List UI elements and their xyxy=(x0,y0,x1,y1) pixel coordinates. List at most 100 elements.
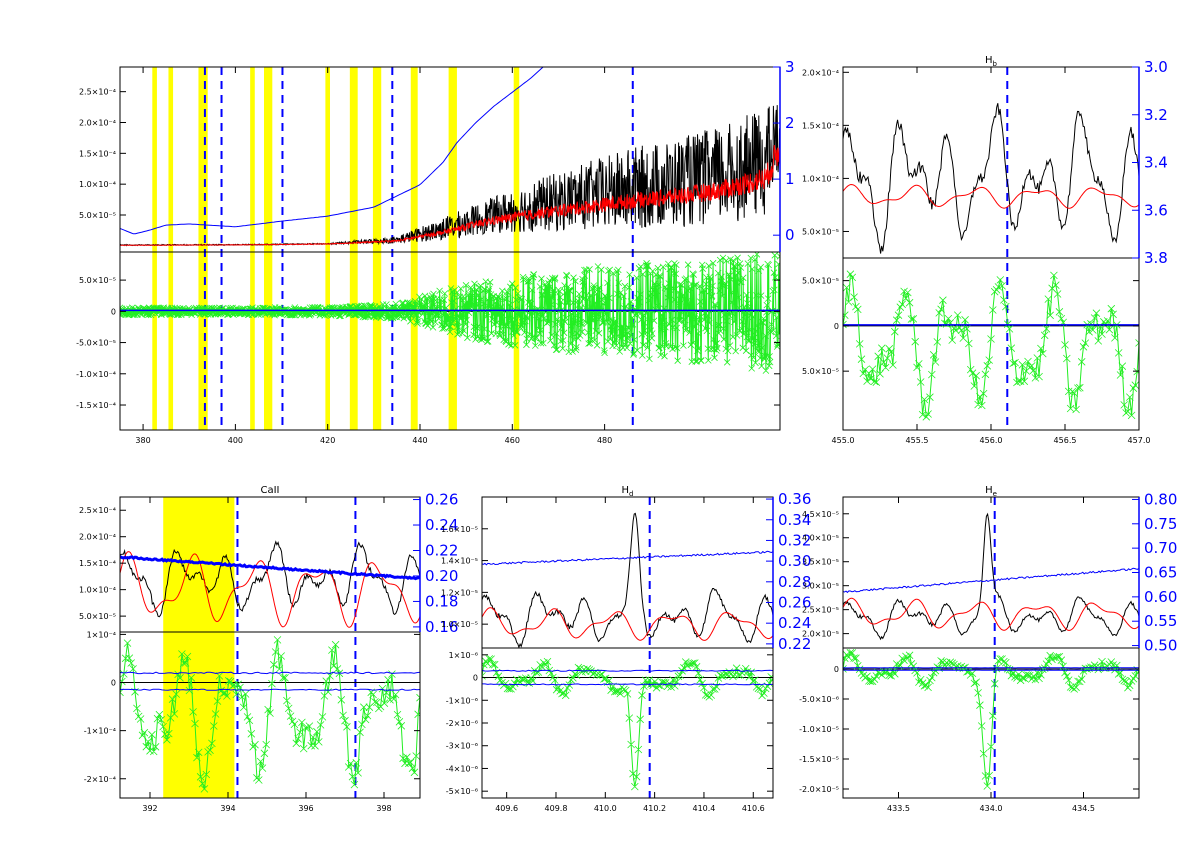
y-tick-label-top-hb-2: 1.5×10⁻⁴ xyxy=(802,121,839,130)
panel-title-main: H xyxy=(985,55,993,66)
right-tick-label-hb-4: 3.8 xyxy=(1144,249,1168,267)
right-tick-label-hd-2: 0.26 xyxy=(778,593,811,611)
panel-title-main: CaII xyxy=(260,485,279,496)
x-tick-label-caii-1: 394 xyxy=(220,804,235,813)
mask-band-8 xyxy=(410,67,418,430)
y-tick-label-bot-hb-0: 5.0×10⁻⁵ xyxy=(802,277,839,286)
y-tick-label-bot-caii-0: 1×10⁻⁴ xyxy=(87,630,116,639)
model-line-hb xyxy=(843,183,1139,209)
right-tick-label-hb-3: 3.6 xyxy=(1144,201,1168,219)
panel-title-main: H xyxy=(622,485,630,496)
error-band-caii-0 xyxy=(120,671,420,675)
y-tick-label-bot-caii-3: -2×10⁻⁴ xyxy=(84,775,116,784)
y-tick-label-bot-hd-0: 1×10⁻⁶ xyxy=(449,651,478,660)
panel-title-he: He xyxy=(985,485,997,498)
y-tick-label-bot-full-0: 5.0×10⁻⁵ xyxy=(79,276,116,285)
y-tick-label-bot-he-0: 0 xyxy=(834,665,839,674)
panel-title-caii: CaII xyxy=(260,485,279,496)
y-tick-label-top-hd-1: 1.2×10⁻⁵ xyxy=(441,588,478,597)
right-tick-label-hd-4: 0.30 xyxy=(778,552,811,570)
x-tick-label-caii-2: 396 xyxy=(298,804,313,813)
plot-top-he xyxy=(843,512,1139,641)
right-tick-label-full-0: 0 xyxy=(785,226,795,244)
y-tick-label-top-hb-3: 2.0×10⁻⁴ xyxy=(802,68,839,77)
right-tick-label-hb-0: 3.0 xyxy=(1144,58,1168,76)
y-tick-label-bot-he-2: -1.0×10⁻⁵ xyxy=(799,725,839,734)
continuum-line-hd xyxy=(482,550,773,566)
x-tick-label-full-0: 380 xyxy=(135,436,150,445)
mask-band-1 xyxy=(168,67,174,430)
residual-markers-he xyxy=(843,649,1139,790)
y-tick-label-top-he-0: 2.0×10⁻⁵ xyxy=(802,630,839,639)
right-tick-label-hd-0: 0.22 xyxy=(778,635,811,653)
x-tick-label-hd-4: 410.4 xyxy=(692,804,715,813)
plot-top-full xyxy=(120,67,780,247)
y-tick-label-bot-hd-3: -2×10⁻⁶ xyxy=(446,719,478,728)
right-tick-label-caii-3: 0.22 xyxy=(425,541,458,559)
right-tick-label-he-6: 0.80 xyxy=(1144,490,1177,508)
x-tick-label-hd-0: 409.6 xyxy=(495,804,518,813)
mask-band-4 xyxy=(264,67,273,430)
plot-bottom-hd xyxy=(482,655,773,791)
residual-markers-caii xyxy=(120,636,420,793)
y-tick-label-top-he-1: 2.5×10⁻⁵ xyxy=(802,606,839,615)
right-tick-label-caii-5: 0.26 xyxy=(425,491,458,509)
y-tick-label-top-caii-2: 1.5×10⁻⁴ xyxy=(79,559,116,568)
plot-top-hd xyxy=(482,512,773,648)
y-tick-label-bot-hb-2: 5.0×10⁻⁵ xyxy=(802,367,839,376)
panel-hd: 409.6 409.8 410.0 410.2 410.4 410.6 1.0×10⁻⁵ 1.… xyxy=(441,485,811,813)
model-line-full xyxy=(120,145,780,246)
x-tick-label-hb-2: 456.0 xyxy=(980,436,1003,445)
model-line-caii xyxy=(120,551,420,628)
y-tick-label-bot-caii-1: 0 xyxy=(111,679,116,688)
panel-full: 380 400 420 440 460 480 5.0×10⁻⁵ 1.0×10⁻⁴ 1.5×10… xyxy=(76,58,795,445)
x-tick-label-hd-2: 410.0 xyxy=(594,804,617,813)
right-tick-label-hd-5: 0.32 xyxy=(778,531,811,549)
x-tick-label-hb-1: 455.5 xyxy=(906,436,929,445)
flux-line-caii xyxy=(120,540,420,618)
continuum-line-he xyxy=(843,567,1139,594)
plot-bottom-he xyxy=(843,649,1139,790)
y-tick-label-top-hb-1: 1.0×10⁻⁴ xyxy=(802,174,839,183)
panel-hb: 455.0 455.5 456.0 456.5 457.0 5.0×10⁻⁵ 1.0×10⁻… xyxy=(802,55,1168,445)
panel-title-hd: Hd xyxy=(622,485,634,498)
right-tick-label-hb-2: 3.4 xyxy=(1144,154,1168,172)
right-tick-label-he-5: 0.75 xyxy=(1144,515,1177,533)
y-tick-label-top-hd-0: 1.0×10⁻⁵ xyxy=(441,620,478,629)
y-tick-label-bot-hd-5: -4×10⁻⁶ xyxy=(446,764,478,773)
right-tick-label-caii-2: 0.20 xyxy=(425,567,458,585)
y-tick-label-top-he-5: 4.5×10⁻⁵ xyxy=(802,510,839,519)
panel-title-main: H xyxy=(985,485,993,496)
y-tick-label-bot-hb-1: 0 xyxy=(834,322,839,331)
plot-bottom-full xyxy=(120,252,780,374)
right-tick-label-he-0: 0.50 xyxy=(1144,637,1177,655)
continuum-line-full xyxy=(120,67,544,235)
y-tick-label-top-caii-4: 2.5×10⁻⁴ xyxy=(79,506,116,515)
mask-band-5 xyxy=(325,67,330,430)
y-tick-label-bot-hd-2: -1×10⁻⁶ xyxy=(446,696,478,705)
mask-band-7 xyxy=(372,67,382,430)
residual-markers-full xyxy=(120,252,780,374)
y-tick-label-top-full-0: 5.0×10⁻⁵ xyxy=(79,211,116,220)
y-tick-label-bot-full-4: -1.5×10⁻⁴ xyxy=(76,401,116,410)
right-tick-label-hd-7: 0.36 xyxy=(778,490,811,508)
x-tick-label-full-5: 480 xyxy=(597,436,612,445)
y-tick-label-top-hd-3: 1.6×10⁻⁵ xyxy=(441,525,478,534)
y-tick-label-top-caii-1: 1.0×10⁻⁴ xyxy=(79,586,116,595)
flux-line-hd xyxy=(482,512,773,648)
error-band-caii-1 xyxy=(120,688,420,691)
frame-caii xyxy=(119,496,421,799)
panel-caii: 392 394 396 398 5.0×10⁻⁵ 1.0×10⁻⁴ 1.5×10⁻⁴ 2.0×… xyxy=(79,485,458,813)
x-tick-label-full-2: 420 xyxy=(320,436,335,445)
plot-area-full xyxy=(152,67,634,430)
x-tick-label-full-1: 400 xyxy=(228,436,243,445)
right-tick-label-he-4: 0.70 xyxy=(1144,539,1177,557)
right-tick-label-hd-6: 0.34 xyxy=(778,511,811,529)
y-tick-label-bot-full-3: -1.0×10⁻⁴ xyxy=(76,370,116,379)
x-tick-label-full-3: 440 xyxy=(412,436,427,445)
error-band-hd-0 xyxy=(482,669,773,672)
x-tick-label-he-0: 433.5 xyxy=(887,804,910,813)
y-tick-label-top-he-2: 3.0×10⁻⁵ xyxy=(802,582,839,591)
plot-bottom-caii xyxy=(120,636,420,793)
panel-title-sub: d xyxy=(629,490,633,498)
